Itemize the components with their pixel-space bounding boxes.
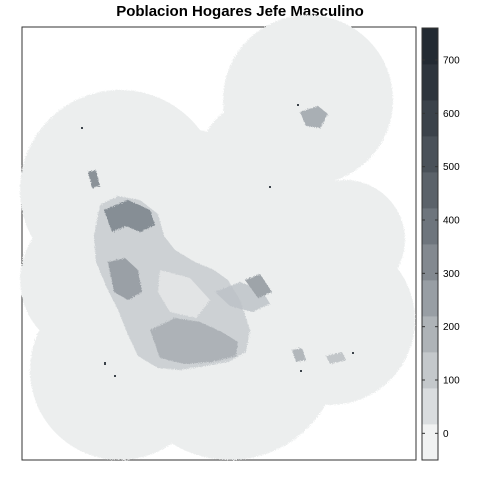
isolated-cell bbox=[114, 375, 116, 377]
territory-region bbox=[200, 100, 320, 220]
legend-color-bin bbox=[422, 244, 438, 281]
legend-color-bin bbox=[422, 64, 438, 101]
population-clusters bbox=[88, 106, 346, 370]
territory-region bbox=[285, 180, 405, 300]
isolated-cell bbox=[297, 104, 299, 106]
legend-tick-label: 100 bbox=[443, 376, 460, 387]
legend-tick-label: 300 bbox=[443, 269, 460, 280]
isolated-cell bbox=[81, 127, 83, 129]
isolated-cell bbox=[352, 352, 354, 354]
population-cluster bbox=[104, 200, 155, 232]
isolated-cell bbox=[104, 362, 106, 365]
legend-color-bin bbox=[422, 316, 438, 353]
legend-color-bin bbox=[422, 280, 438, 317]
population-cluster bbox=[292, 348, 306, 362]
legend-color-bin bbox=[422, 352, 438, 389]
color-legend: 700 600 500 400 300 200 100 0 bbox=[421, 27, 460, 461]
map-base-territory bbox=[20, 15, 415, 460]
population-cluster bbox=[300, 106, 328, 128]
population-cluster bbox=[326, 352, 346, 364]
legend-color-bin bbox=[422, 388, 438, 425]
isolated-cell bbox=[300, 370, 302, 372]
population-cluster bbox=[150, 318, 238, 364]
legend-tick-label: 700 bbox=[443, 56, 460, 67]
legend-color-bin bbox=[422, 424, 438, 461]
legend-color-bin bbox=[422, 28, 438, 65]
legend-tick-label: 600 bbox=[443, 109, 460, 120]
population-cluster bbox=[158, 270, 210, 318]
legend-color-bin bbox=[422, 100, 438, 137]
legend-color-bin bbox=[422, 208, 438, 245]
legend-tick-label: 0 bbox=[443, 429, 449, 440]
legend-color-bin bbox=[422, 172, 438, 209]
isolated-cell bbox=[269, 186, 271, 188]
legend-frame bbox=[421, 27, 439, 461]
legend-tick-label: 400 bbox=[443, 216, 460, 227]
population-cluster bbox=[245, 274, 272, 298]
legend-tick-label: 200 bbox=[443, 322, 460, 333]
isolated-cells bbox=[81, 104, 354, 377]
legend-color-bin bbox=[422, 136, 438, 173]
legend-tick-label: 500 bbox=[443, 162, 460, 173]
population-cluster bbox=[108, 258, 142, 300]
population-cluster bbox=[88, 170, 100, 188]
